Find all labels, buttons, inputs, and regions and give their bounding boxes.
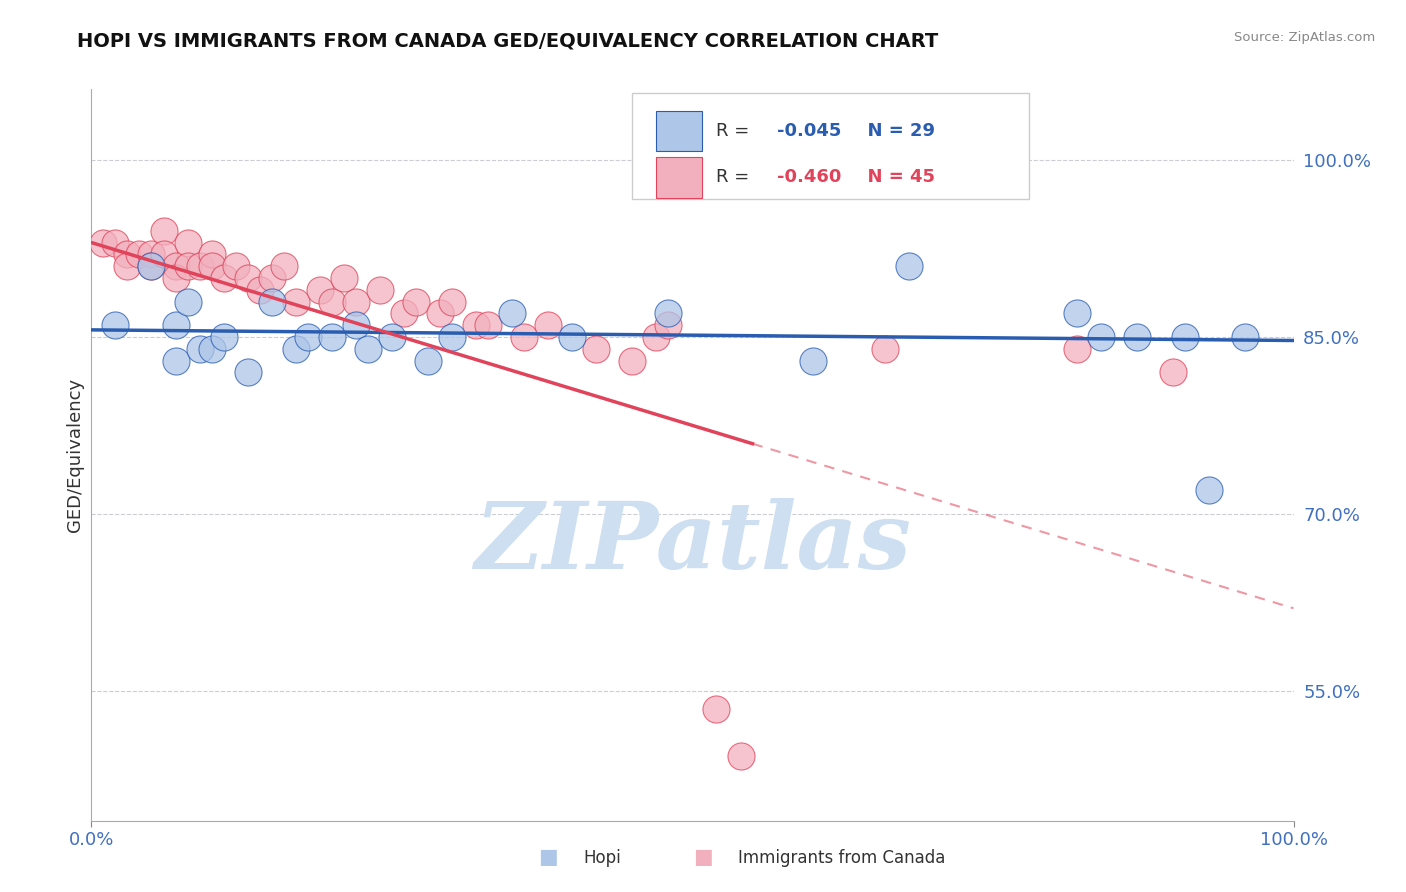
Point [308, 283, 330, 297]
Point [537, 318, 560, 333]
Point [440, 294, 463, 309]
Text: N = 45: N = 45 [855, 169, 935, 186]
Point [1066, 306, 1088, 320]
Point [416, 353, 439, 368]
Point [152, 224, 174, 238]
Point [201, 259, 224, 273]
Point [93, 235, 115, 250]
Point [284, 294, 307, 309]
Point [392, 306, 415, 320]
Point [344, 318, 367, 333]
Point [152, 247, 174, 261]
Point [104, 235, 127, 250]
Point [1126, 330, 1149, 344]
Text: Source: ZipAtlas.com: Source: ZipAtlas.com [1234, 31, 1375, 45]
Point [706, 701, 728, 715]
Point [273, 259, 295, 273]
Point [477, 318, 499, 333]
Text: R =: R = [717, 169, 755, 186]
Point [440, 330, 463, 344]
Point [368, 283, 391, 297]
Point [128, 247, 150, 261]
Point [117, 247, 139, 261]
Point [260, 271, 283, 285]
Point [141, 259, 163, 273]
Point [585, 342, 607, 356]
Point [645, 330, 668, 344]
Point [1174, 330, 1197, 344]
Text: R =: R = [717, 122, 755, 140]
Text: HOPI VS IMMIGRANTS FROM CANADA GED/EQUIVALENCY CORRELATION CHART: HOPI VS IMMIGRANTS FROM CANADA GED/EQUIV… [77, 31, 939, 50]
Point [117, 259, 139, 273]
Point [333, 271, 356, 285]
Point [1161, 365, 1184, 379]
Point [188, 342, 211, 356]
Point [465, 318, 488, 333]
Point [873, 342, 896, 356]
Point [1090, 330, 1112, 344]
Point [730, 748, 752, 763]
Text: ■: ■ [693, 847, 713, 867]
Point [165, 353, 187, 368]
Point [381, 330, 404, 344]
Point [657, 306, 679, 320]
Point [176, 235, 198, 250]
Point [201, 247, 224, 261]
Point [201, 342, 224, 356]
Point [176, 259, 198, 273]
Point [321, 294, 343, 309]
Point [357, 342, 380, 356]
Point [621, 353, 644, 368]
Point [405, 294, 427, 309]
Point [212, 330, 235, 344]
Text: Immigrants from Canada: Immigrants from Canada [738, 849, 945, 867]
Point [212, 271, 235, 285]
Point [501, 306, 523, 320]
FancyBboxPatch shape [657, 111, 702, 151]
Text: Hopi: Hopi [583, 849, 621, 867]
Point [561, 330, 583, 344]
Point [801, 353, 824, 368]
Point [297, 330, 319, 344]
Point [344, 294, 367, 309]
Point [236, 271, 259, 285]
Point [260, 294, 283, 309]
Text: N = 29: N = 29 [855, 122, 935, 140]
Point [321, 330, 343, 344]
Y-axis label: GED/Equivalency: GED/Equivalency [66, 378, 84, 532]
FancyBboxPatch shape [657, 157, 702, 198]
Point [141, 259, 163, 273]
Point [176, 294, 198, 309]
Point [429, 306, 451, 320]
Point [1234, 330, 1257, 344]
Point [513, 330, 536, 344]
Point [165, 259, 187, 273]
FancyBboxPatch shape [633, 93, 1029, 199]
Point [165, 318, 187, 333]
Point [225, 259, 247, 273]
Point [897, 259, 920, 273]
Point [1198, 483, 1220, 498]
Text: -0.045: -0.045 [776, 122, 841, 140]
Text: ZIPatlas: ZIPatlas [474, 498, 911, 588]
Point [1066, 342, 1088, 356]
Text: -0.460: -0.460 [776, 169, 841, 186]
Point [284, 342, 307, 356]
Point [188, 259, 211, 273]
Point [657, 318, 679, 333]
Point [104, 318, 127, 333]
Point [249, 283, 271, 297]
Point [236, 365, 259, 379]
Point [165, 271, 187, 285]
Text: ■: ■ [538, 847, 558, 867]
Point [141, 247, 163, 261]
